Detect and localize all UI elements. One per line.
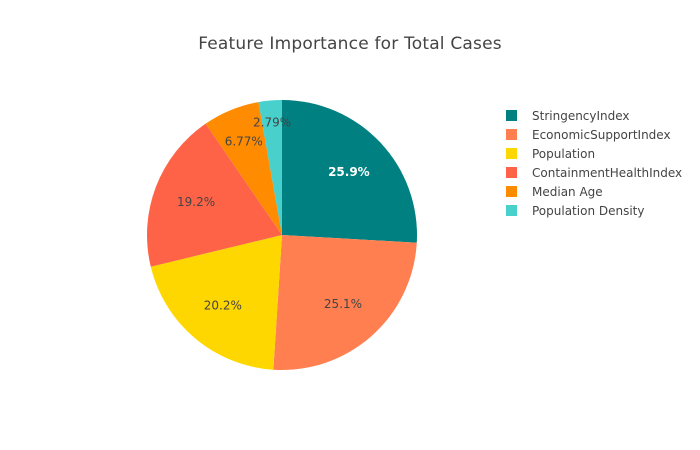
pie-slice-population-density[interactable] — [258, 100, 282, 235]
legend-item-population-density[interactable]: Population Density — [506, 201, 682, 220]
slice-label-containmenthealthindex: 19.2% — [177, 195, 215, 209]
pie-slice-labels: 25.9% 25.1% 20.2% 19.2% 6.77% 2.79% — [177, 115, 370, 312]
legend-swatch — [506, 148, 517, 159]
legend-swatch — [506, 110, 517, 121]
slice-label-population-density: 2.79% — [253, 115, 291, 129]
legend-label: ContainmentHealthIndex — [532, 165, 683, 180]
legend: StringencyIndex EconomicSupportIndex Popul… — [506, 106, 682, 220]
legend-swatch — [506, 186, 517, 197]
legend-item-stringencyindex[interactable]: StringencyIndex — [506, 106, 682, 125]
pie-slice-population[interactable] — [150, 235, 282, 370]
legend-label: Median Age — [532, 184, 603, 199]
legend-label: EconomicSupportIndex — [532, 127, 671, 142]
slice-label-population: 20.2% — [204, 298, 242, 312]
legend-label: Population Density — [532, 203, 645, 218]
pie-slices — [146, 100, 417, 371]
legend-item-population[interactable]: Population — [506, 144, 682, 163]
slice-label-stringencyindex: 25.9% — [328, 165, 370, 179]
slice-label-median-age: 6.77% — [225, 135, 263, 149]
legend-item-median-age[interactable]: Median Age — [506, 182, 682, 201]
legend-item-economicsupportindex[interactable]: EconomicSupportIndex — [506, 125, 682, 144]
slice-label-economicsupportindex: 25.1% — [324, 297, 362, 311]
pie-slice-median-age[interactable] — [205, 102, 282, 235]
legend-item-containmenthealthindex[interactable]: ContainmentHealthIndex — [506, 163, 682, 182]
pie-slice-economicsupportindex[interactable] — [273, 235, 417, 371]
legend-label: StringencyIndex — [532, 108, 630, 123]
legend-label: Population — [532, 146, 596, 161]
legend-swatch — [506, 167, 517, 178]
pie-slice-stringencyindex[interactable] — [282, 100, 417, 243]
pie-slice-containmenthealthindex[interactable] — [146, 123, 282, 267]
legend-swatch — [506, 205, 517, 216]
legend-swatch — [506, 129, 517, 140]
chart-title: Feature Importance for Total Cases — [198, 34, 502, 54]
